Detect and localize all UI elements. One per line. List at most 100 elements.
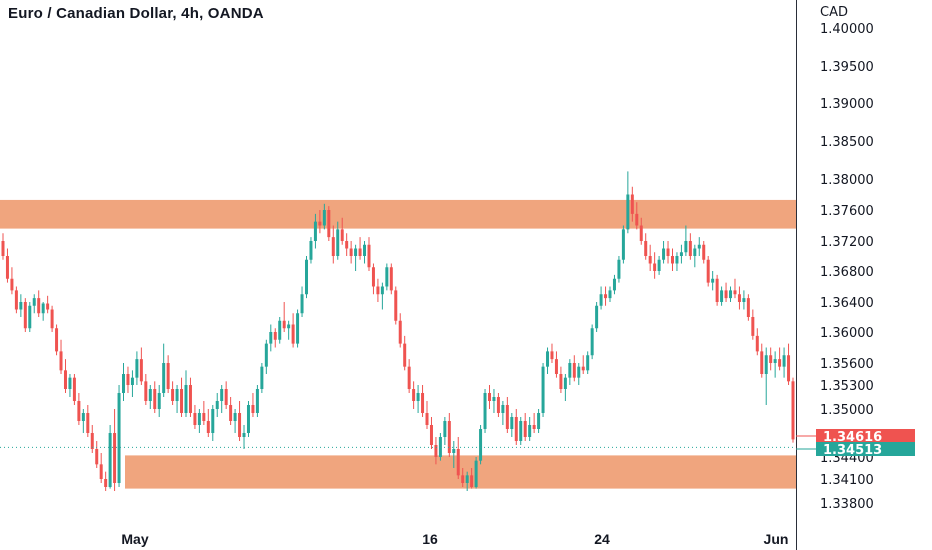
price-axis-ticks: 1.40000 1.39500 1.39000 1.38500 1.38000 1.376… xyxy=(820,22,874,512)
candle-body xyxy=(322,210,326,226)
candle-body xyxy=(733,290,737,295)
candle-body xyxy=(653,263,657,271)
price-tick-label: 1.35600 xyxy=(820,357,874,372)
candle-body xyxy=(720,290,724,302)
candle-body xyxy=(122,374,126,393)
candle-body xyxy=(688,241,692,256)
candle-body xyxy=(787,355,791,382)
candle-body xyxy=(37,298,41,314)
candle-body xyxy=(296,313,300,344)
candle-body xyxy=(586,355,590,371)
candle-body xyxy=(184,385,188,413)
candle-body xyxy=(711,278,715,283)
candle-body xyxy=(407,366,411,389)
candle-body xyxy=(416,393,420,401)
candle-body xyxy=(715,278,719,302)
candle-body xyxy=(305,259,309,295)
candle-body xyxy=(46,303,50,310)
candle-body xyxy=(72,377,76,401)
candle-body xyxy=(278,320,282,340)
candle-body xyxy=(269,332,273,344)
candle-body xyxy=(724,290,728,299)
candle-body xyxy=(162,363,166,393)
candle-body xyxy=(465,475,469,483)
price-tick-label: 1.39500 xyxy=(820,60,874,75)
candle-body xyxy=(599,294,603,306)
price-tick-label: 1.38000 xyxy=(820,173,874,188)
candle-body xyxy=(202,413,206,421)
candle-body xyxy=(639,225,643,241)
candle-body xyxy=(108,433,112,487)
candle-body xyxy=(367,244,371,268)
candle-body xyxy=(519,421,523,441)
candle-body xyxy=(662,248,666,260)
candle-body xyxy=(729,290,733,299)
candle-body xyxy=(559,374,563,389)
candle-body xyxy=(211,409,215,433)
candle-body xyxy=(452,449,456,453)
candle-body xyxy=(434,445,438,457)
candle-body xyxy=(737,294,741,302)
price-tick-label: 1.37200 xyxy=(820,235,874,250)
candle-body xyxy=(166,363,170,389)
candle-body xyxy=(188,385,192,413)
candle-body xyxy=(456,449,460,476)
price-tag-box xyxy=(816,442,915,456)
candle-body xyxy=(32,298,36,306)
candle-body xyxy=(769,355,773,363)
candle-body xyxy=(501,405,505,413)
price-tick-label: 1.38500 xyxy=(820,135,874,150)
candle-body xyxy=(233,413,237,421)
candle-body xyxy=(313,221,317,241)
candle-body xyxy=(336,229,340,256)
candle-body xyxy=(385,267,389,287)
candle-body xyxy=(5,256,9,279)
candle-body xyxy=(608,290,612,299)
price-tag-box xyxy=(816,429,915,443)
zone-resistance xyxy=(0,199,796,229)
candle-body xyxy=(345,241,349,249)
candle-body xyxy=(760,351,764,374)
candle-body xyxy=(229,405,233,421)
candle-body xyxy=(171,389,175,401)
candle-body xyxy=(626,194,630,230)
candle-body xyxy=(358,248,362,256)
candle-body xyxy=(751,317,755,336)
candle-body xyxy=(77,401,81,421)
price-tag-label: 1.34513 xyxy=(823,443,882,458)
candle-body xyxy=(483,393,487,429)
time-tick-label: 24 xyxy=(594,531,610,547)
price-tick-label: 1.37600 xyxy=(820,204,874,219)
candle-body xyxy=(581,366,585,371)
candle-body xyxy=(19,302,23,310)
candle-body xyxy=(474,460,478,487)
candle-body xyxy=(666,248,670,256)
time-tick-label: 16 xyxy=(422,531,438,547)
candle-body xyxy=(144,381,148,401)
candle-body xyxy=(113,433,117,483)
zones-layer xyxy=(0,199,796,489)
candle-body xyxy=(246,405,250,433)
candle-body xyxy=(429,425,433,445)
candle-body xyxy=(104,479,108,487)
candle-body xyxy=(702,244,706,260)
candle-body xyxy=(14,290,18,310)
candle-body xyxy=(126,374,130,385)
currency-label: CAD xyxy=(820,5,848,20)
candle-body xyxy=(215,401,219,409)
candle-body xyxy=(23,302,27,329)
candle-body xyxy=(791,381,795,440)
candle-body xyxy=(479,429,483,461)
candle-body xyxy=(273,332,277,340)
candle-body xyxy=(443,421,447,437)
candle-body xyxy=(148,389,152,401)
candle-body xyxy=(644,241,648,256)
candle-body xyxy=(572,363,576,378)
candle-body xyxy=(180,389,184,413)
candle-body xyxy=(612,278,616,291)
price-tick-label: 1.36000 xyxy=(820,326,874,341)
candle-body xyxy=(117,393,121,483)
candle-body xyxy=(206,421,210,433)
